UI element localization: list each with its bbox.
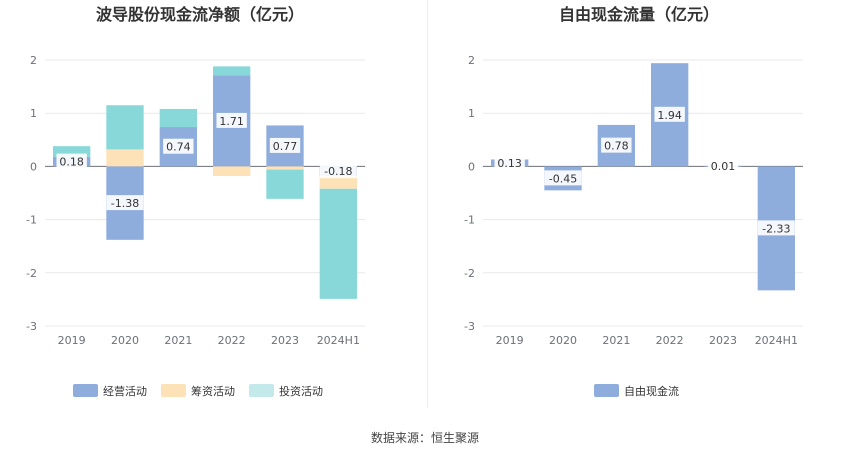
legend-swatch bbox=[594, 384, 619, 397]
data-label-bg bbox=[494, 154, 525, 170]
bar-series-2 bbox=[213, 166, 251, 176]
bar-series-3 bbox=[106, 105, 144, 150]
bar-series-2 bbox=[319, 175, 357, 189]
data-label-bg bbox=[654, 106, 685, 122]
data-label: 0.13 bbox=[497, 157, 522, 170]
y-tick-label: -2 bbox=[26, 267, 37, 280]
chart-title: 波导股份现金流净额（亿元） bbox=[96, 5, 304, 24]
panel-divider bbox=[427, 0, 428, 408]
bar-series-2 bbox=[266, 166, 304, 170]
y-tick-label: -1 bbox=[464, 214, 475, 227]
y-tick-label: -2 bbox=[464, 267, 475, 280]
bar-series-3 bbox=[319, 188, 357, 299]
legend-swatch bbox=[73, 384, 98, 397]
data-source-label: 数据来源：恒生聚源 bbox=[370, 431, 479, 445]
y-tick-label: 2 bbox=[30, 54, 37, 67]
x-tick-label: 2022 bbox=[218, 334, 246, 347]
data-label: -0.45 bbox=[549, 172, 577, 185]
data-label-bg bbox=[163, 138, 194, 154]
data-label: 1.94 bbox=[657, 109, 682, 122]
x-tick-label: 2021 bbox=[164, 334, 192, 347]
x-tick-label: 2020 bbox=[549, 334, 577, 347]
data-label: -2.33 bbox=[762, 222, 790, 235]
data-label-bg bbox=[601, 137, 632, 153]
y-tick-label: -3 bbox=[26, 320, 37, 333]
y-tick-label: 2 bbox=[468, 54, 475, 67]
x-tick-label: 2021 bbox=[602, 334, 630, 347]
x-tick-label: 2020 bbox=[111, 334, 139, 347]
bar-series-2 bbox=[106, 149, 144, 167]
chart-panel-1: 波导股份现金流净额（亿元） 2 1 0 -1 -2 -3 2019 2020 2021 2022 20… bbox=[26, 5, 365, 398]
legend-label: 筹资活动 bbox=[191, 384, 235, 398]
y-tick-label: 0 bbox=[468, 160, 475, 173]
legend-swatch bbox=[161, 384, 186, 397]
y-tick-label: 1 bbox=[468, 107, 475, 120]
data-label-bg bbox=[269, 137, 301, 153]
bar-series-3 bbox=[213, 66, 251, 76]
chart-title: 自由现金流量（亿元） bbox=[559, 5, 719, 24]
data-label-bg bbox=[216, 112, 247, 128]
data-label: 1.71 bbox=[219, 115, 244, 128]
data-label-bg bbox=[757, 220, 795, 236]
bar-series-3 bbox=[159, 108, 197, 128]
data-label-bg bbox=[707, 158, 739, 174]
x-tick-label: 2024H1 bbox=[317, 334, 360, 347]
x-tick-label: 2023 bbox=[271, 334, 299, 347]
bar-series-3 bbox=[266, 169, 304, 199]
x-tick-label: 2019 bbox=[58, 334, 86, 347]
data-label: 0.74 bbox=[166, 141, 191, 154]
data-label: 0.78 bbox=[604, 140, 629, 153]
data-label: 0.18 bbox=[59, 156, 84, 169]
chart-panel-2: 自由现金流量（亿元） 2 1 0 -1 -2 -3 2019 2020 2021 2022 2023 2… bbox=[464, 5, 803, 398]
bar-series-3 bbox=[53, 146, 91, 157]
legend-label: 投资活动 bbox=[279, 384, 323, 398]
legend-label: 经营活动 bbox=[103, 384, 147, 398]
y-tick-label: -1 bbox=[26, 214, 37, 227]
data-label-bg bbox=[319, 163, 357, 179]
data-label: -1.38 bbox=[111, 197, 139, 210]
x-tick-label: 2019 bbox=[496, 334, 524, 347]
x-tick-label: 2023 bbox=[709, 334, 737, 347]
legend-swatch bbox=[249, 384, 274, 397]
data-label-bg bbox=[56, 153, 87, 169]
data-label: 0.77 bbox=[273, 140, 298, 153]
x-tick-label: 2024H1 bbox=[755, 334, 798, 347]
y-tick-label: 0 bbox=[30, 160, 37, 173]
y-tick-label: 1 bbox=[30, 107, 37, 120]
legend-label: 自由现金流 bbox=[624, 384, 679, 398]
y-tick-label: -3 bbox=[464, 320, 475, 333]
x-tick-label: 2022 bbox=[656, 334, 684, 347]
data-label-bg bbox=[544, 170, 582, 186]
data-label: 0.01 bbox=[711, 160, 736, 173]
data-label-bg bbox=[106, 195, 144, 211]
data-label: -0.18 bbox=[324, 165, 352, 178]
